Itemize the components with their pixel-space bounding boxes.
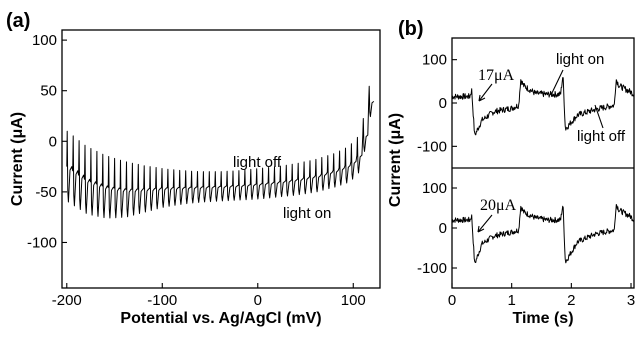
panel-b-arrow-light-on: [550, 69, 564, 96]
panel-b-top-y-ticks: -100 0 100: [417, 52, 457, 155]
panel-b-x-tick-label: 1: [508, 292, 516, 309]
panel-a: (a) -200 -100 0 100 -100 -50 0 50 100 light off…: [6, 10, 381, 327]
panel-a-x-ticks: -200 -100 0 100: [52, 283, 366, 309]
panel-b-x-tick-label: 3: [627, 292, 635, 309]
panel-b-plot-frame: [451, 37, 635, 289]
panel-b-bottom-y-ticks: -100 0 100: [417, 180, 457, 277]
panel-b-top-y-tick-label: 100: [422, 52, 447, 69]
panel-a-x-tick-label: -100: [147, 292, 177, 309]
panel-b-x-ticks: 0 1 2 3: [448, 283, 635, 309]
panel-b-y-axis-label: Current (μA): [387, 113, 404, 207]
panel-a-y-axis-label: Current (μA): [9, 112, 26, 206]
panel-a-y-tick-label: -100: [27, 234, 57, 251]
panel-b-annotation-20ua: 20μA: [480, 197, 517, 214]
panel-a-y-tick-label: 50: [40, 83, 57, 100]
panel-b-arrow-17ua: [478, 83, 493, 102]
panel-a-y-tick-label: 100: [32, 32, 57, 49]
panel-b-x-tick-label: 2: [567, 292, 575, 309]
panel-a-x-axis-label: Potential vs. Ag/AgCl (mV): [120, 310, 321, 327]
panel-a-annotation-light-off: light off: [233, 154, 282, 171]
panel-b-bottom-y-tick-label: -100: [417, 260, 447, 277]
panel-a-y-tick-label: -50: [35, 184, 57, 201]
panel-a-plot-frame: [61, 29, 381, 289]
panel-a-x-tick-label: 100: [341, 292, 366, 309]
panel-b-top-current-trace: [451, 77, 635, 136]
panel-b-arrow-light-off: [594, 104, 604, 129]
panel-b-top-y-tick-label: 0: [439, 95, 447, 112]
panel-b-annotation-17ua: 17μA: [478, 67, 515, 84]
panel-a-annotation-light-on: light on: [283, 205, 331, 222]
panel-b-annotation-light-off: light off: [577, 128, 626, 145]
panel-b-bottom-current-trace: [451, 204, 635, 264]
panel-a-x-tick-label: 0: [254, 292, 262, 309]
panel-b-x-axis-label: Time (s): [512, 310, 573, 327]
panel-a-current-trace: [66, 85, 375, 219]
panel-b-bottom-y-tick-label: 100: [422, 180, 447, 197]
panel-b-label: (b): [398, 18, 424, 40]
panel-b-x-tick-label: 0: [448, 292, 456, 309]
panel-b-top-y-tick-label: -100: [417, 138, 447, 155]
panel-a-y-tick-label: 0: [49, 133, 57, 150]
panel-b-arrow-20ua: [477, 214, 493, 233]
panel-b-annotation-light-on: light on: [556, 51, 604, 68]
panel-b-bottom-y-tick-label: 0: [439, 220, 447, 237]
panel-a-x-tick-label: -200: [52, 292, 82, 309]
panel-a-label: (a): [6, 10, 30, 32]
panel-a-y-ticks: -100 -50 0 50 100: [27, 32, 67, 251]
